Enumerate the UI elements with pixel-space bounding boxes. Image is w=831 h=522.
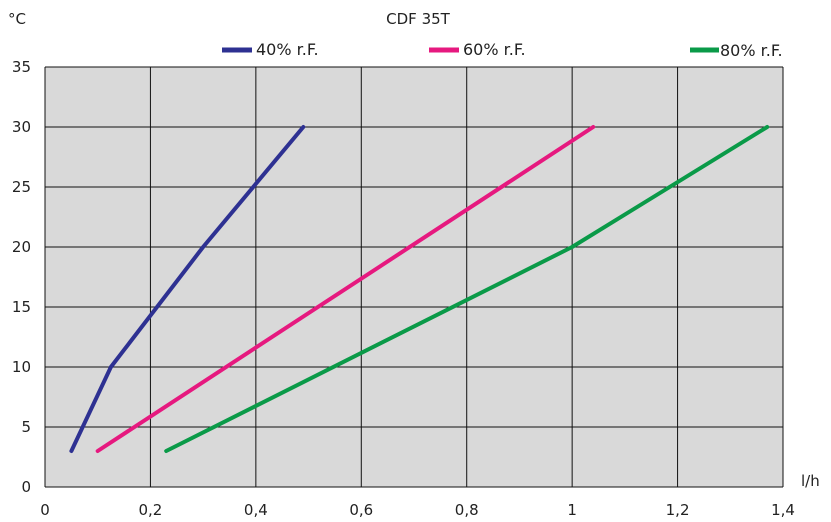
y-tick-label-4: 20 <box>12 238 31 256</box>
chart-title: CDF 35T <box>386 10 451 28</box>
x-tick-label-7: 1,4 <box>771 501 795 519</box>
series-layer <box>69 125 770 453</box>
x-tick-label-6: 1,2 <box>666 501 690 519</box>
x-axis-unit: l/h <box>801 472 820 490</box>
y-tick-label-3: 15 <box>12 298 31 316</box>
y-tick-label-6: 30 <box>12 118 31 136</box>
x-tick-label-1: 0,2 <box>138 501 162 519</box>
legend: 40% r.F. 60% r.F. 80% r.F. <box>222 40 783 60</box>
series-line-1 <box>95 125 596 453</box>
x-tick-label-0: 0 <box>40 501 50 519</box>
y-tick-label-2: 10 <box>12 358 31 376</box>
x-tick-label-5: 1 <box>567 501 577 519</box>
y-tick-label-7: 35 <box>12 58 31 76</box>
tick-labels: 0 0,2 0,4 0,6 0,8 1 1,2 1,4 0 5 10 15 20 25 30 35 <box>12 58 795 519</box>
legend-label-40: 40% r.F. <box>256 40 319 59</box>
series-line-0 <box>69 125 306 453</box>
gridlines <box>44 66 784 488</box>
series-line-2 <box>164 125 770 453</box>
y-axis-unit: °C <box>8 10 26 28</box>
y-tick-label-1: 5 <box>21 418 31 436</box>
x-tick-label-2: 0,4 <box>244 501 268 519</box>
y-tick-label-5: 25 <box>12 178 31 196</box>
x-tick-label-3: 0,6 <box>349 501 373 519</box>
plot-area <box>45 67 783 487</box>
x-tick-label-4: 0,8 <box>455 501 479 519</box>
legend-label-80: 80% r.F. <box>720 41 783 60</box>
y-tick-label-0: 0 <box>21 478 31 496</box>
legend-label-60: 60% r.F. <box>463 40 526 59</box>
